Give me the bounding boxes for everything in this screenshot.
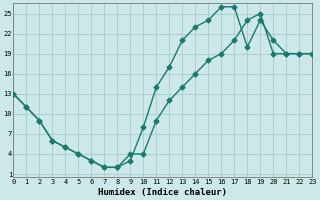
X-axis label: Humidex (Indice chaleur): Humidex (Indice chaleur) [98,188,227,197]
